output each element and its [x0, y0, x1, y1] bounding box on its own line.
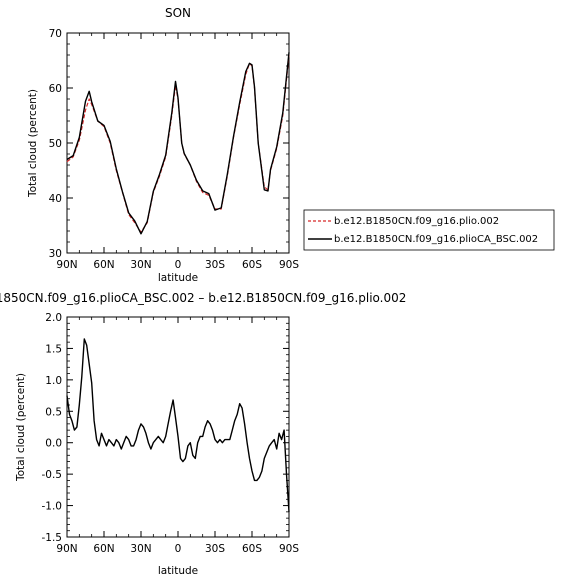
- bottom-x-tick-label: 30N: [130, 543, 151, 555]
- top-x-tick-label: 60S: [242, 259, 262, 271]
- bottom-chart-title: b.e12.B1850CN.f09_g16.plioCA_BSC.002 – b…: [0, 291, 406, 305]
- bottom-x-tick-label: 60N: [93, 543, 114, 555]
- bottom-x-tick-label: 90S: [279, 543, 299, 555]
- top-x-tick-label: 90N: [56, 259, 77, 271]
- top-x-tick-label: 0: [175, 259, 182, 271]
- bottom-x-axis-label: latitude: [158, 565, 198, 577]
- bottom-x-tick-label: 90N: [56, 543, 77, 555]
- bottom-y-tick-label: 0.0: [45, 438, 62, 450]
- bottom-series-lines: [66, 338, 290, 512]
- top-x-tick-label: 60N: [93, 259, 114, 271]
- top-chart-title: SON: [165, 6, 191, 20]
- bottom-y-tick-label: 0.5: [45, 406, 62, 418]
- legend: b.e12.B1850CN.f09_g16.plio.002 b.e12.B18…: [303, 209, 555, 251]
- bottom-y-tick-label: -1.5: [42, 532, 63, 544]
- legend-label-pliocabsc: b.e12.B1850CN.f09_g16.plioCA_BSC.002: [334, 234, 538, 245]
- top-x-axis: 90N 60N 30N 0 30S 60S 90S: [56, 33, 299, 271]
- top-y-tick-label: 50: [49, 138, 62, 150]
- bottom-y-tick-label: -1.0: [42, 501, 63, 513]
- bottom-panel: b.e12.B1850CN.f09_g16.plioCA_BSC.002 – b…: [0, 291, 406, 577]
- bottom-y-axis: -1.5 -1.0 -0.5 0.0 0.5 1.0 1.5 2.0: [42, 312, 289, 544]
- bottom-x-axis: 90N 60N 30N 0 30S 60S 90S: [56, 317, 299, 555]
- top-y-tick-label: 40: [49, 193, 62, 205]
- bottom-y-tick-label: 2.0: [45, 312, 62, 324]
- bottom-x-tick-label: 60S: [242, 543, 262, 555]
- top-y-tick-label: 30: [49, 248, 62, 260]
- bottom-x-tick-label: 30S: [205, 543, 225, 555]
- top-x-axis-label: latitude: [158, 272, 198, 284]
- top-plot-frame: [66, 32, 290, 254]
- top-y-axis: 30 40 50 60 70: [49, 28, 289, 260]
- top-series-line-1: [66, 52, 290, 235]
- top-series-lines: [66, 52, 290, 235]
- legend-box: [303, 209, 555, 251]
- top-y-tick-label: 70: [49, 28, 62, 40]
- bottom-plot-frame: [66, 316, 290, 538]
- bottom-y-tick-label: -0.5: [42, 469, 63, 481]
- bottom-y-tick-label: 1.5: [45, 343, 62, 355]
- top-x-tick-label: 90S: [279, 259, 299, 271]
- top-y-axis-label: Total cloud (percent): [27, 89, 39, 198]
- top-x-tick-label: 30S: [205, 259, 225, 271]
- bottom-series-line-0: [66, 338, 290, 512]
- legend-label-plio: b.e12.B1850CN.f09_g16.plio.002: [334, 216, 499, 227]
- top-series-line-0: [66, 54, 290, 233]
- top-y-tick-label: 60: [49, 83, 62, 95]
- bottom-y-axis-label: Total cloud (percent): [15, 373, 27, 482]
- top-panel: SON 30 40 50 60 70 90N 60N 30N 0 30S 60S 90S latit…: [27, 6, 299, 284]
- bottom-x-tick-label: 0: [175, 543, 182, 555]
- top-x-tick-label: 30N: [130, 259, 151, 271]
- bottom-y-tick-label: 1.0: [45, 375, 62, 387]
